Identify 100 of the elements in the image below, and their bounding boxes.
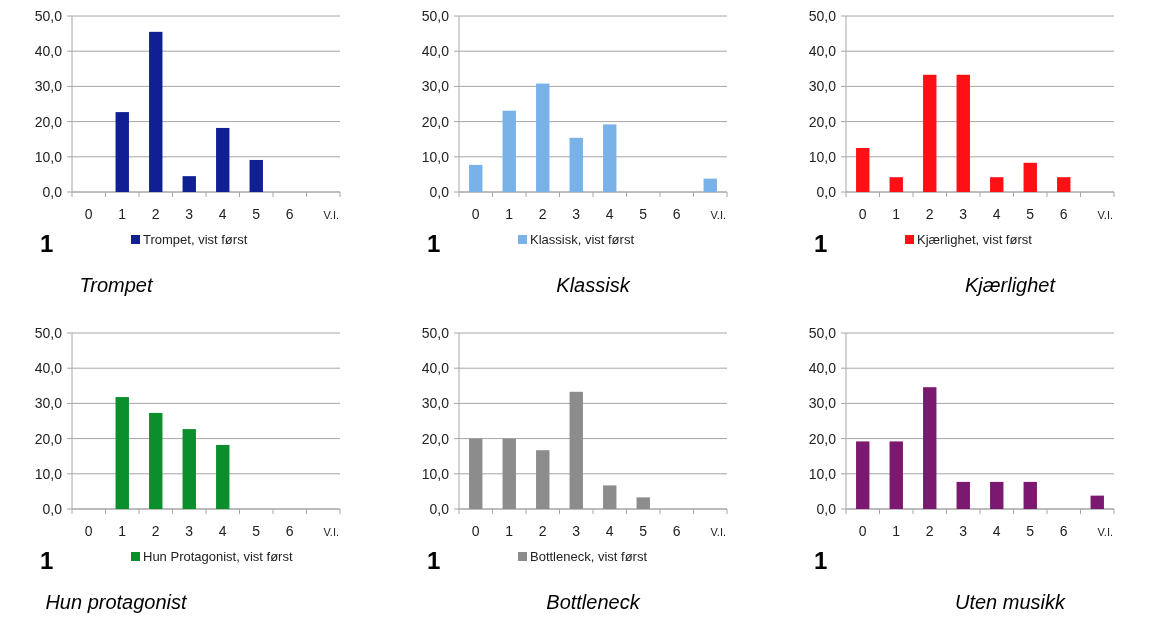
bar [469, 164, 483, 192]
bar [216, 444, 230, 509]
bar [889, 441, 903, 509]
y-tick-label: 40,0 [808, 360, 837, 377]
x-tick-label: 3 [959, 523, 968, 539]
y-tick-label: 10,0 [421, 465, 450, 482]
bar [889, 177, 903, 192]
y-tick-label: 10,0 [808, 148, 837, 165]
bar [536, 83, 550, 192]
y-tick-label: 0,0 [429, 500, 450, 517]
x-tick-label: 1 [505, 206, 514, 222]
x-tick-label: 5 [252, 206, 261, 222]
bar [956, 481, 970, 509]
y-tick-label: 50,0 [34, 324, 63, 341]
x-tick-label: 2 [925, 206, 934, 222]
y-tick-label: 40,0 [34, 43, 63, 60]
bar [502, 110, 516, 192]
bar [1057, 177, 1071, 192]
y-tick-label: 20,0 [808, 430, 837, 447]
y-tick-label: 0,0 [42, 183, 63, 200]
x-tick-label: 1 [892, 206, 901, 222]
y-tick-label: 30,0 [34, 395, 63, 412]
x-tick-label: 6 [1059, 523, 1068, 539]
bar [1023, 481, 1037, 509]
bar [856, 148, 870, 192]
text: 1 [40, 547, 54, 574]
x-tick-label: 2 [925, 523, 934, 539]
x-tick-label: 6 [672, 523, 681, 539]
y-tick-label: 10,0 [34, 148, 63, 165]
bar [603, 485, 617, 509]
bar [703, 178, 717, 192]
text: Bottleneck [546, 591, 641, 613]
x-tick-label: 3 [185, 206, 194, 222]
bar [1090, 495, 1104, 509]
bar [469, 438, 483, 509]
y-tick-label: 10,0 [808, 465, 837, 482]
legend-label: Kjærlighet, vist først [917, 232, 1033, 247]
x-tick-label: 2 [151, 206, 160, 222]
y-tick-label: 20,0 [808, 113, 837, 130]
x-tick-label: 3 [959, 206, 968, 222]
x-tick-label: 4 [605, 206, 614, 222]
bar [149, 412, 163, 509]
y-tick-label: 30,0 [34, 78, 63, 95]
x-tick-label: 4 [992, 206, 1001, 222]
y-tick-label: 40,0 [808, 43, 837, 60]
x-tick-label: 5 [639, 206, 648, 222]
x-tick-label: 4 [605, 523, 614, 539]
bar [115, 397, 129, 509]
bar [636, 497, 650, 509]
y-tick-label: 10,0 [34, 465, 63, 482]
y-tick-label: 30,0 [421, 395, 450, 412]
bar [182, 176, 196, 192]
x-tick-label: 5 [1026, 206, 1035, 222]
legend-label: Hun Protagonist, vist først [143, 549, 293, 564]
y-tick-label: 0,0 [816, 183, 837, 200]
text: Kjærlighet [964, 274, 1057, 296]
x-tick-label: 5 [1026, 523, 1035, 539]
text: 1 [814, 230, 828, 257]
bar [990, 177, 1004, 192]
y-tick-label: 20,0 [421, 430, 450, 447]
y-tick-label: 40,0 [421, 360, 450, 377]
x-tick-label: V.I. [710, 526, 726, 538]
x-tick-label: 1 [892, 523, 901, 539]
x-tick-label: 6 [285, 206, 294, 222]
text: 1 [427, 547, 441, 574]
legend-label: Trompet, vist først [143, 232, 248, 247]
x-tick-label: 0 [84, 523, 93, 539]
y-tick-label: 20,0 [421, 113, 450, 130]
y-tick-label: 30,0 [421, 78, 450, 95]
y-tick-label: 50,0 [808, 7, 837, 24]
x-tick-label: 6 [1059, 206, 1068, 222]
bar [502, 438, 516, 509]
x-tick-label: 2 [538, 206, 547, 222]
x-tick-label: 5 [639, 523, 648, 539]
y-tick-label: 50,0 [34, 7, 63, 24]
y-tick-label: 40,0 [34, 360, 63, 377]
bar [249, 159, 263, 192]
x-tick-label: V.I. [323, 526, 339, 538]
x-tick-label: 2 [538, 523, 547, 539]
bar [149, 31, 163, 192]
bar [923, 74, 937, 192]
bar [569, 391, 583, 509]
x-tick-label: 4 [218, 523, 227, 539]
x-tick-label: 0 [471, 523, 480, 539]
x-tick-label: 1 [118, 523, 127, 539]
y-tick-label: 50,0 [421, 7, 450, 24]
x-tick-label: 4 [218, 206, 227, 222]
text: Klassisk [556, 274, 631, 296]
y-tick-label: 10,0 [421, 148, 450, 165]
text: 1 [427, 230, 441, 257]
x-tick-label: 3 [572, 206, 581, 222]
bar [1023, 162, 1037, 192]
y-tick-label: 0,0 [429, 183, 450, 200]
bar [603, 124, 617, 192]
y-tick-label: 30,0 [808, 78, 837, 95]
x-tick-label: 4 [992, 523, 1001, 539]
text: 1 [814, 547, 828, 574]
y-tick-label: 20,0 [34, 113, 63, 130]
x-tick-label: 2 [151, 523, 160, 539]
x-tick-label: V.I. [710, 209, 726, 221]
